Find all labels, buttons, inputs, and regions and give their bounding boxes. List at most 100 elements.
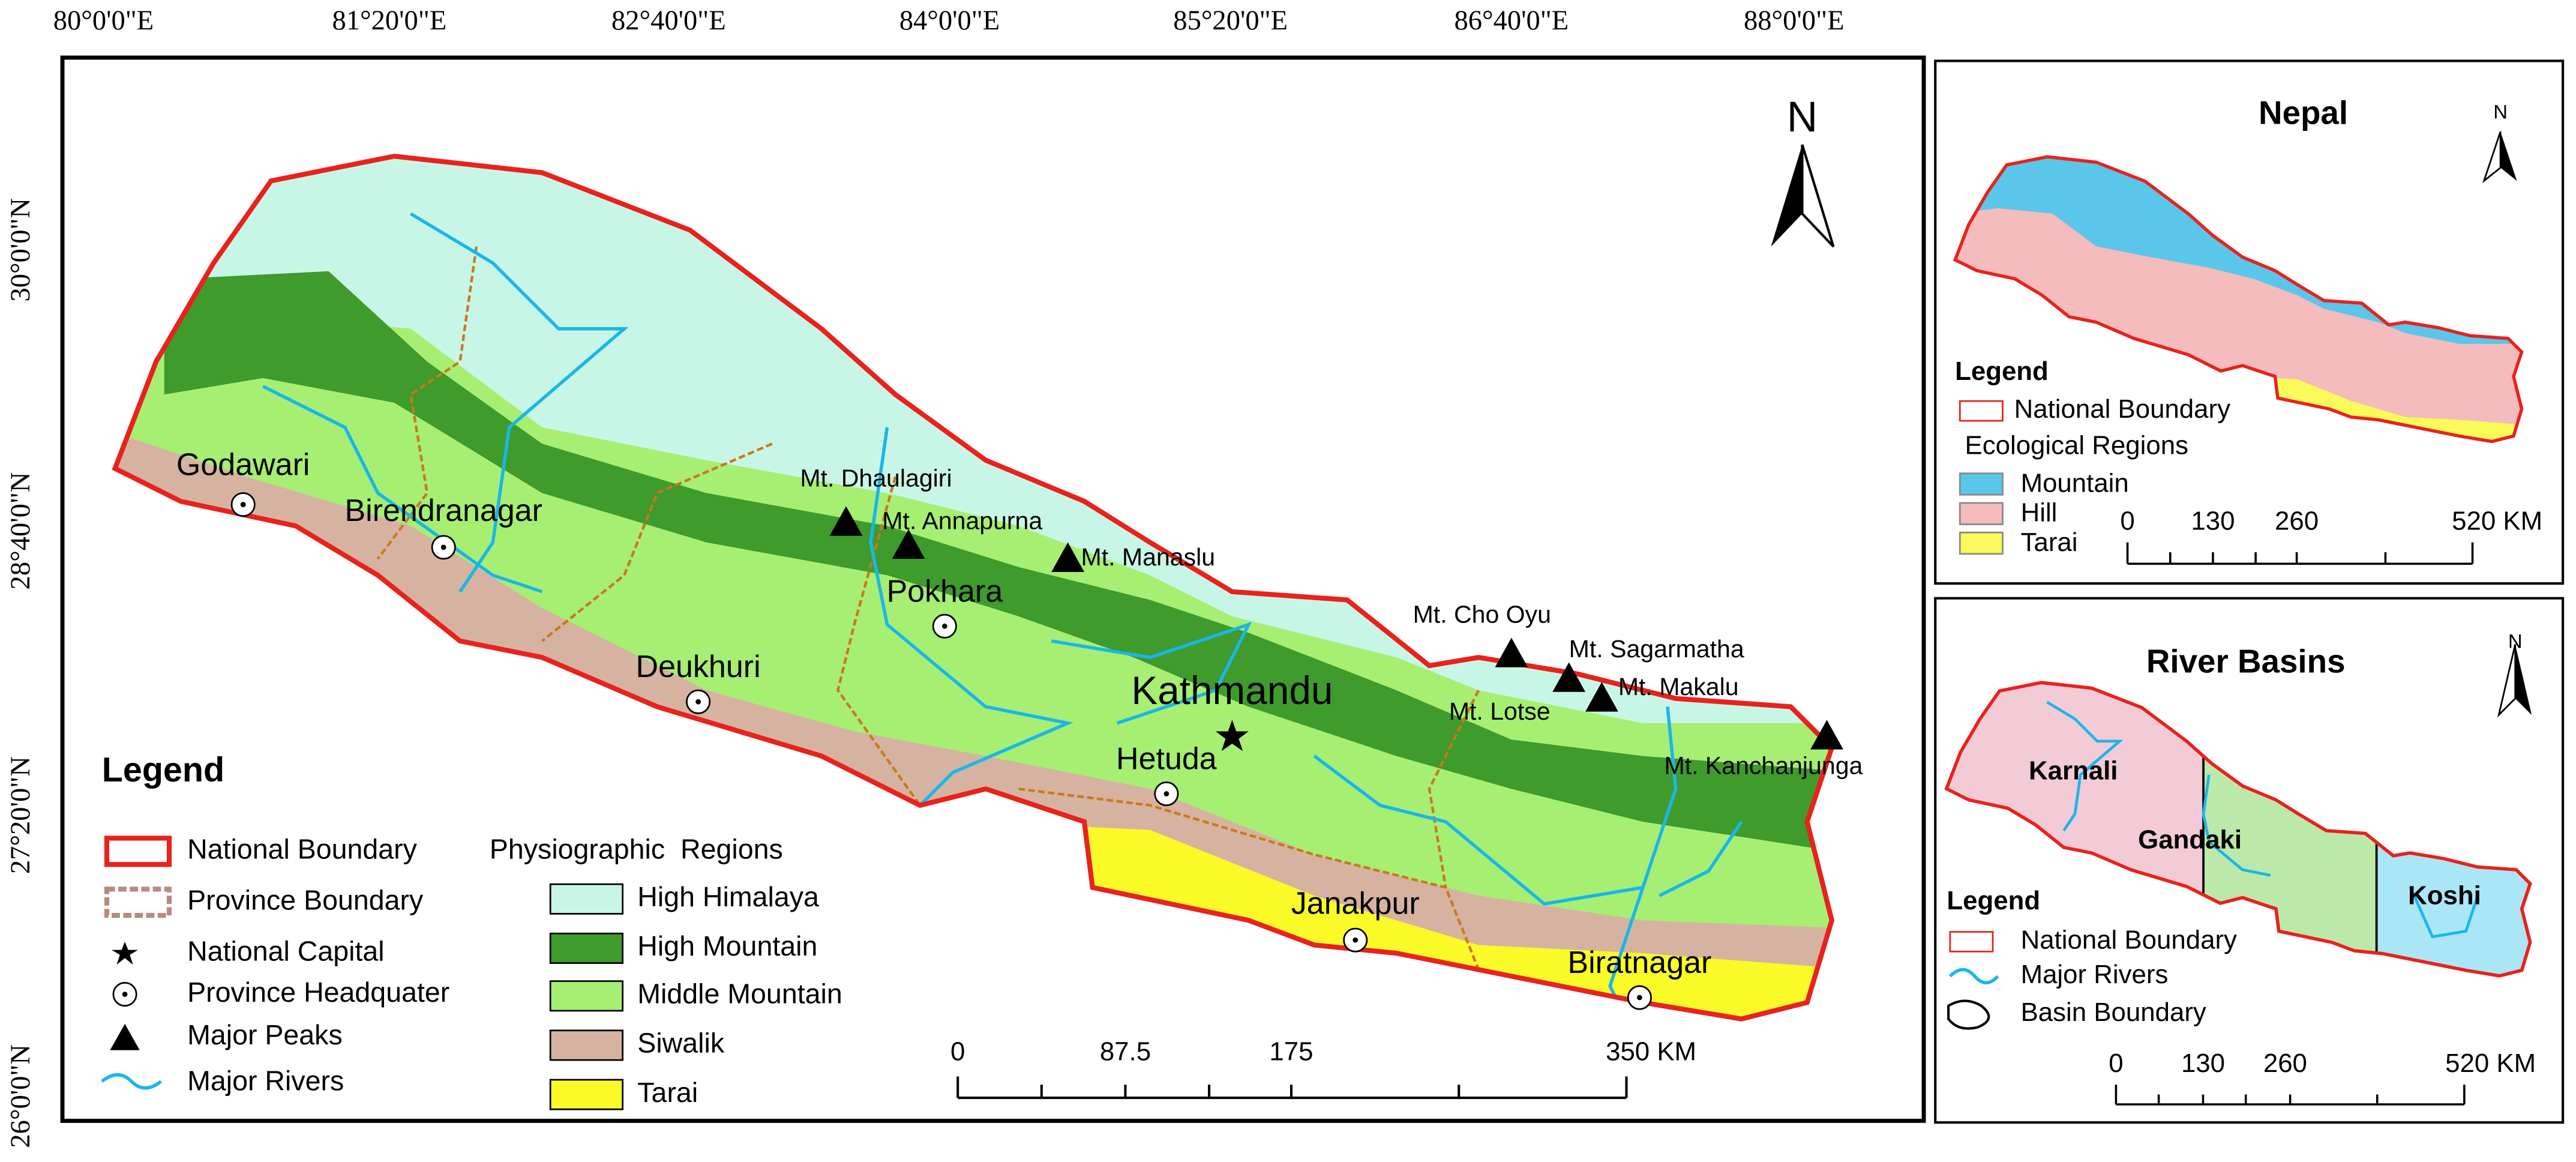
province-boundary [1018, 787, 1480, 971]
peak [1051, 542, 1085, 572]
legend-label: Middle Mountain [637, 978, 842, 1010]
peak [829, 506, 863, 536]
legend-title: Legend [1947, 886, 2040, 915]
scale-label: 520 KM [2452, 506, 2542, 535]
scale-label: 260 [2275, 506, 2319, 535]
province-headquarter-dot [440, 544, 446, 550]
peak [1585, 682, 1618, 712]
legend-label: National Boundary [2021, 926, 2237, 955]
legend-swatch [549, 980, 624, 1012]
legend-label: Hill [2021, 498, 2058, 528]
north-arrow [1771, 145, 1803, 247]
legend-label: Basin Boundary [2021, 998, 2206, 1027]
basin-label: Koshi [2408, 881, 2481, 911]
river [869, 427, 1073, 807]
legend-label: Major Rivers [2021, 960, 2169, 989]
legend-swatch [549, 932, 624, 964]
national-capital [1216, 720, 1249, 751]
river [410, 212, 629, 593]
river [2202, 774, 2271, 877]
longitude-label: 82°40'0"E [611, 5, 726, 36]
peak-label: Mt. Manaslu [1081, 543, 1216, 571]
north-arrow [1801, 144, 1835, 248]
scale-bar [2126, 542, 2474, 565]
river [1659, 820, 1743, 897]
latitude-label: 26°0'0"N [5, 1044, 36, 1148]
place-label: Hetuda [1116, 742, 1217, 777]
river [2409, 886, 2479, 939]
north-label: N [1787, 94, 1818, 141]
inset-title: River Basins [2146, 643, 2346, 680]
longitude-label: 86°40'0"E [1454, 5, 1569, 36]
peak-label: Mt. Lotse [1449, 697, 1551, 725]
labels: 80°0'0"E 81°20'0"E 82°40'0"E 84°0'0"E 85°20'… [5, 5, 2542, 1148]
province-headquarter-dot [941, 623, 947, 629]
latitude-label: 30°0'0"N [5, 198, 36, 302]
province-headquarter-dot [1637, 995, 1642, 1001]
legend-swatch [1959, 531, 2004, 555]
legend-label: Tarai [2021, 528, 2078, 557]
province-headquarter-dot [1163, 791, 1169, 796]
longitude-label: 85°20'0"E [1173, 5, 1288, 36]
legend-title: Legend [1955, 357, 2049, 386]
scale-label: 130 [2181, 1049, 2225, 1078]
scale-label: 87.5 [1100, 1037, 1151, 1067]
river [1051, 621, 1252, 725]
peak-label: Mt. Cho Oyu [1413, 601, 1551, 628]
scale-label: 0 [950, 1037, 965, 1067]
legend-label: Major Peaks [187, 1019, 343, 1050]
legend-symbol [1948, 968, 1999, 985]
legend-swatch [1949, 931, 1994, 953]
place-label: Kathmandu [1131, 669, 1333, 712]
river [2046, 700, 2124, 832]
legend-title: Legend [102, 751, 224, 789]
peak [1552, 662, 1586, 692]
legend-label: Province Headquater [187, 977, 449, 1008]
scale-label: 0 [2109, 1049, 2123, 1078]
basin-label: Karnali [2029, 756, 2118, 786]
province-headquarter-dot [1353, 937, 1359, 943]
legend-swatch [1959, 472, 2004, 496]
legend-swatch [1959, 502, 2004, 525]
legend-symbol [122, 992, 128, 997]
scale-label: 350 KM [1606, 1037, 1696, 1067]
legend-label: Province Boundary [187, 885, 424, 916]
legend-label: Mountain [2021, 468, 2129, 498]
province-boundary [1428, 690, 1480, 888]
legend-label: High Mountain [637, 930, 817, 962]
legend-label: Major Rivers [187, 1065, 344, 1097]
legend-subtitle: Physiographic Regions [490, 834, 783, 865]
legend-subtitle: Ecological Regions [1965, 430, 2189, 460]
high-mountain [164, 271, 1832, 855]
place-label: Deukhuri [636, 649, 761, 684]
latitude-label: 27°20'0"N [5, 756, 36, 874]
legend-symbol [110, 1023, 140, 1050]
province-boundary [836, 476, 921, 806]
legend-symbol [112, 941, 138, 965]
place-label: Birendranagar [344, 493, 542, 528]
latitude-label: 28°40'0"N [5, 472, 36, 590]
legend-swatch [549, 1029, 624, 1061]
legend-label: National Capital [187, 935, 385, 966]
place-label: Biratnagar [1567, 945, 1711, 980]
scale-label: 175 [1269, 1037, 1313, 1067]
province-headquarter-dot [695, 699, 701, 705]
scale-label: 130 [2191, 506, 2235, 535]
legend-swatch [104, 887, 172, 918]
province-headquarter-dot [240, 502, 246, 508]
legend-label: National Boundary [187, 834, 418, 865]
peak [1495, 637, 1528, 667]
scale-label: 0 [2120, 506, 2134, 535]
scale-label: 520 KM [2445, 1049, 2536, 1078]
province-boundaries [376, 246, 1480, 971]
scale-bar [956, 1076, 1628, 1100]
legend-label: Tarai [637, 1077, 698, 1108]
place-label: Janakpur [1291, 886, 1420, 921]
inset-title: Nepal [2259, 94, 2348, 131]
peak-label: Mt. Makalu [1618, 673, 1739, 700]
river [1313, 706, 1678, 906]
longitude-label: 80°0'0"E [53, 5, 154, 36]
scale-label: 260 [2263, 1049, 2307, 1078]
